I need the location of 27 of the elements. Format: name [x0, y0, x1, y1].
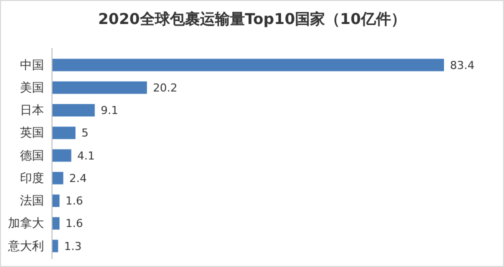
y-tick-label: 印度: [20, 170, 44, 185]
bar: [52, 172, 64, 184]
chart-title: 2020全球包裹运输量Top10国家（10亿件）: [98, 10, 406, 28]
y-tick-label: 法国: [20, 194, 44, 208]
y-tick-label: 英国: [20, 126, 44, 140]
bar: [52, 81, 147, 94]
data-label: 4.1: [77, 149, 95, 162]
bar: [52, 58, 444, 72]
data-label: 1.3: [64, 240, 82, 253]
bar: [52, 217, 60, 230]
bar: [52, 194, 60, 207]
y-tick-label: 美国: [20, 80, 44, 94]
bar: [52, 149, 72, 162]
data-label: 83.4: [450, 58, 474, 72]
y-tick-label: 日本: [20, 103, 44, 118]
data-label: 2.4: [69, 172, 87, 185]
bar: [52, 104, 95, 116]
data-label: 1.6: [66, 217, 84, 230]
y-tick-label: 德国: [20, 148, 44, 162]
y-tick-label: 加拿大: [8, 216, 44, 230]
data-label: 9.1: [100, 104, 118, 118]
bar: [52, 126, 76, 140]
y-tick-label: 中国: [20, 58, 44, 72]
data-label: 1.6: [66, 194, 84, 208]
y-tick-label: 意大利: [7, 238, 44, 253]
data-label: 20.2: [152, 81, 178, 94]
data-label: 5: [82, 126, 88, 140]
